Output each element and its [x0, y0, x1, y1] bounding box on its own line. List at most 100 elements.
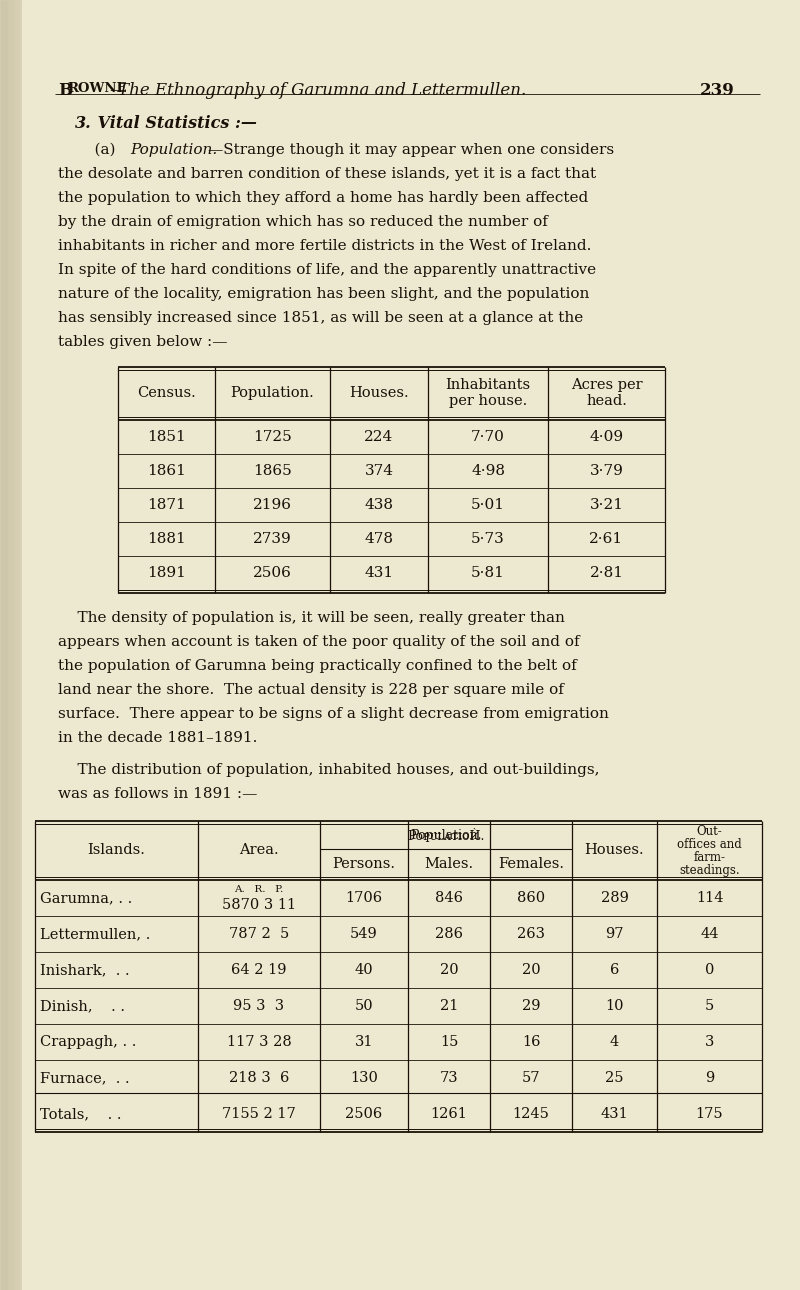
Text: 1865: 1865	[253, 464, 292, 479]
Bar	[7, 0, 8, 1290]
Text: 16: 16	[522, 1035, 540, 1049]
Bar	[1, 0, 2, 1290]
Text: Islands.: Islands.	[87, 842, 146, 857]
Text: 2506: 2506	[346, 1107, 382, 1121]
Text: in the decade 1881–1891.: in the decade 1881–1891.	[58, 731, 258, 746]
Text: 2739: 2739	[253, 531, 292, 546]
Text: 7·70: 7·70	[471, 430, 505, 444]
Text: inhabitants in richer and more fertile districts in the West of Ireland.: inhabitants in richer and more fertile d…	[58, 239, 591, 253]
Text: 3: 3	[705, 1035, 714, 1049]
Text: (a): (a)	[75, 143, 120, 157]
Bar	[16, 0, 17, 1290]
Text: 9: 9	[705, 1071, 714, 1085]
Text: Houses.: Houses.	[585, 842, 644, 857]
Text: Area.: Area.	[239, 842, 279, 857]
Text: 29: 29	[522, 998, 540, 1013]
Text: 5·81: 5·81	[471, 566, 505, 580]
Text: 117 3 28: 117 3 28	[226, 1035, 291, 1049]
Text: 1861: 1861	[147, 464, 186, 479]
Text: Lettermullen, .: Lettermullen, .	[40, 928, 150, 940]
Text: 846: 846	[435, 891, 463, 906]
Text: PᴏᴘᴜʟᴀᴛɪᴏЍ.: PᴏᴘᴜʟᴀᴛɪᴏЍ.	[407, 829, 485, 842]
Bar	[9, 0, 10, 1290]
Text: 3·21: 3·21	[590, 498, 623, 512]
Text: 286: 286	[435, 928, 463, 940]
Text: Inishark,  . .: Inishark, . .	[40, 964, 130, 977]
Text: Males.: Males.	[425, 857, 474, 871]
Text: 114: 114	[696, 891, 723, 906]
Text: 263: 263	[517, 928, 545, 940]
Bar	[2, 0, 3, 1290]
Text: offices and: offices and	[677, 838, 742, 851]
Text: 5·73: 5·73	[471, 531, 505, 546]
Text: 20: 20	[522, 964, 540, 977]
Text: 2·81: 2·81	[590, 566, 623, 580]
Text: 2506: 2506	[253, 566, 292, 580]
Text: 64 2 19: 64 2 19	[231, 964, 286, 977]
Text: tables given below :—: tables given below :—	[58, 335, 227, 350]
Text: ROWNE: ROWNE	[67, 83, 126, 95]
Bar	[4, 0, 5, 1290]
Bar	[5, 0, 6, 1290]
Text: the desolate and barren condition of these islands, yet it is a fact that: the desolate and barren condition of the…	[58, 166, 596, 181]
Bar	[15, 0, 16, 1290]
Text: 224: 224	[364, 430, 394, 444]
Text: Crappagh, . .: Crappagh, . .	[40, 1035, 136, 1049]
Bar	[8, 0, 9, 1290]
Text: 95 3  3: 95 3 3	[234, 998, 285, 1013]
Text: 1881: 1881	[147, 531, 186, 546]
Text: 478: 478	[365, 531, 394, 546]
Text: 5870 3 11: 5870 3 11	[222, 898, 296, 912]
Text: 5: 5	[705, 998, 714, 1013]
Text: Acres per: Acres per	[570, 378, 642, 392]
Text: The distribution of population, inhabited houses, and out-buildings,: The distribution of population, inhabite…	[58, 762, 599, 777]
Text: 438: 438	[365, 498, 394, 512]
Text: 1851: 1851	[147, 430, 186, 444]
Text: surface.  There appear to be signs of a slight decrease from emigration: surface. There appear to be signs of a s…	[58, 707, 609, 721]
Text: per house.: per house.	[449, 393, 527, 408]
Text: 0: 0	[705, 964, 714, 977]
Text: Houses.: Houses.	[349, 386, 409, 400]
Text: 44: 44	[700, 928, 718, 940]
Text: 73: 73	[440, 1071, 458, 1085]
Text: 175: 175	[696, 1107, 723, 1121]
Text: Furnace,  . .: Furnace, . .	[40, 1071, 130, 1085]
Bar	[18, 0, 19, 1290]
Text: 4·98: 4·98	[471, 464, 505, 479]
Text: 3.: 3.	[75, 115, 92, 132]
Text: by the drain of emigration which has so reduced the number of: by the drain of emigration which has so …	[58, 215, 548, 230]
Text: 4·09: 4·09	[590, 430, 623, 444]
Text: steadings.: steadings.	[679, 864, 740, 877]
Bar	[3, 0, 4, 1290]
Text: Population.: Population.	[410, 829, 482, 842]
Text: In spite of the hard conditions of life, and the apparently unattractive: In spite of the hard conditions of life,…	[58, 263, 596, 277]
Text: 20: 20	[440, 964, 458, 977]
Bar	[10, 0, 11, 1290]
Bar	[11, 0, 12, 1290]
Text: Garumna, . .: Garumna, . .	[40, 891, 132, 906]
Text: 5·01: 5·01	[471, 498, 505, 512]
Text: was as follows in 1891 :—: was as follows in 1891 :—	[58, 787, 258, 801]
Text: the population to which they afford a home has hardly been affected: the population to which they afford a ho…	[58, 191, 588, 205]
Text: 1706: 1706	[346, 891, 382, 906]
Text: 1261: 1261	[430, 1107, 467, 1121]
Text: 2·61: 2·61	[590, 531, 623, 546]
Text: has sensibly increased since 1851, as will be seen at a glance at the: has sensibly increased since 1851, as wi…	[58, 311, 583, 325]
Text: 50: 50	[354, 998, 374, 1013]
Text: 289: 289	[601, 891, 629, 906]
Text: 549: 549	[350, 928, 378, 940]
Text: farm-: farm-	[694, 851, 726, 864]
Text: 239: 239	[700, 83, 734, 99]
Text: 431: 431	[365, 566, 394, 580]
Text: 7155 2 17: 7155 2 17	[222, 1107, 296, 1121]
Bar	[0, 0, 1, 1290]
Text: Dinish,    . .: Dinish, . .	[40, 998, 125, 1013]
Text: 57: 57	[522, 1071, 540, 1085]
Text: 6: 6	[610, 964, 619, 977]
Bar	[0, 0, 22, 1290]
Text: 374: 374	[365, 464, 394, 479]
Text: 860: 860	[517, 891, 545, 906]
Text: 3·79: 3·79	[590, 464, 623, 479]
Text: 1245: 1245	[513, 1107, 550, 1121]
Bar	[19, 0, 20, 1290]
